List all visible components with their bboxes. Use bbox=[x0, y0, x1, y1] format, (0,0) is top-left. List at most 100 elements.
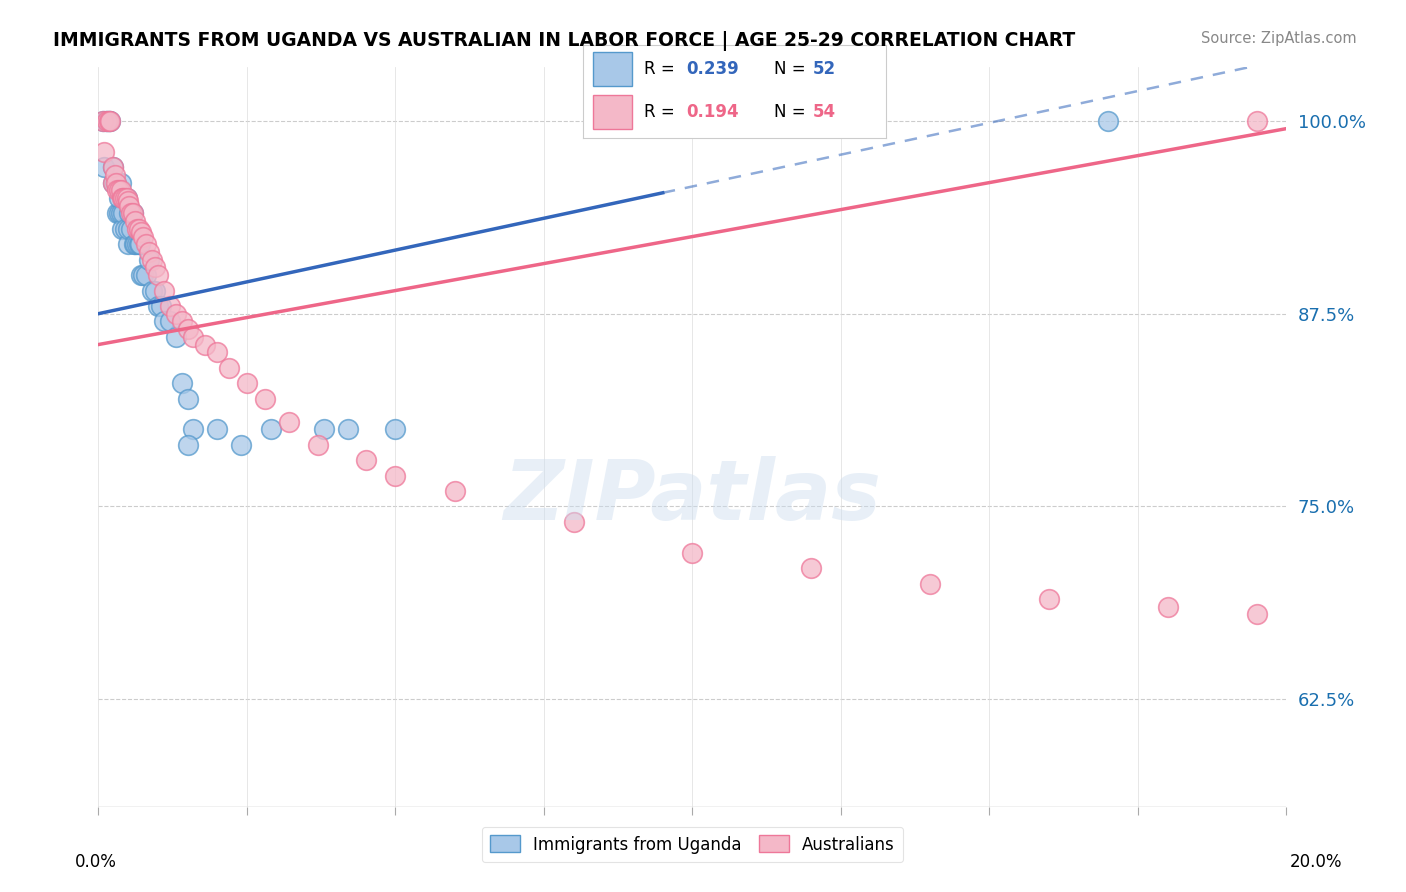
Point bbox=[138, 244, 160, 259]
Text: R =: R = bbox=[644, 103, 681, 121]
Point bbox=[93, 145, 115, 159]
Point bbox=[110, 183, 132, 197]
Point bbox=[314, 422, 336, 436]
Point bbox=[183, 422, 205, 436]
Point bbox=[260, 422, 283, 436]
Point bbox=[105, 176, 128, 190]
Point bbox=[107, 206, 129, 220]
Point bbox=[125, 237, 148, 252]
Point bbox=[205, 422, 228, 436]
Point bbox=[384, 422, 406, 436]
Point bbox=[1038, 592, 1060, 607]
Point bbox=[141, 284, 163, 298]
Point bbox=[562, 515, 585, 529]
Point bbox=[103, 160, 125, 174]
Point bbox=[110, 176, 132, 190]
Point bbox=[129, 225, 152, 239]
Text: IMMIGRANTS FROM UGANDA VS AUSTRALIAN IN LABOR FORCE | AGE 25-29 CORRELATION CHAR: IMMIGRANTS FROM UGANDA VS AUSTRALIAN IN … bbox=[53, 31, 1076, 51]
Point bbox=[176, 392, 198, 406]
Point bbox=[103, 176, 125, 190]
Text: 54: 54 bbox=[813, 103, 837, 121]
Text: 20.0%: 20.0% bbox=[1289, 853, 1343, 871]
Point bbox=[98, 114, 121, 128]
Point bbox=[681, 546, 703, 560]
Point bbox=[159, 314, 181, 328]
Point bbox=[98, 114, 121, 128]
Point bbox=[112, 206, 135, 220]
Point bbox=[118, 206, 141, 220]
Point bbox=[1246, 607, 1268, 622]
Point bbox=[141, 252, 163, 267]
Point bbox=[96, 114, 118, 128]
Point bbox=[277, 415, 299, 429]
Point bbox=[165, 307, 187, 321]
Point bbox=[114, 222, 136, 236]
Text: Source: ZipAtlas.com: Source: ZipAtlas.com bbox=[1201, 31, 1357, 46]
Point bbox=[236, 376, 259, 390]
Point bbox=[129, 237, 152, 252]
Point bbox=[229, 438, 252, 452]
Point bbox=[117, 237, 139, 252]
Point bbox=[135, 237, 157, 252]
Point bbox=[108, 183, 131, 197]
Point bbox=[443, 484, 465, 499]
Point bbox=[159, 299, 181, 313]
Point bbox=[103, 176, 125, 190]
Point bbox=[120, 222, 142, 236]
Text: 0.0%: 0.0% bbox=[75, 853, 117, 871]
Point bbox=[117, 194, 139, 208]
Point bbox=[114, 191, 136, 205]
Point bbox=[104, 176, 127, 190]
Point bbox=[218, 360, 240, 375]
Point bbox=[91, 114, 114, 128]
Point bbox=[336, 422, 359, 436]
Point bbox=[138, 252, 160, 267]
Legend: Immigrants from Uganda, Australians: Immigrants from Uganda, Australians bbox=[482, 827, 903, 862]
Text: 0.239: 0.239 bbox=[686, 60, 740, 78]
Point bbox=[152, 284, 174, 298]
Point bbox=[920, 576, 942, 591]
Point bbox=[135, 268, 157, 282]
Point bbox=[104, 168, 127, 182]
Point bbox=[93, 160, 115, 174]
Point bbox=[176, 322, 198, 336]
Text: 0.194: 0.194 bbox=[686, 103, 740, 121]
FancyBboxPatch shape bbox=[592, 95, 631, 129]
Point bbox=[111, 191, 134, 205]
Point bbox=[129, 268, 152, 282]
Point bbox=[146, 299, 169, 313]
Point bbox=[307, 438, 329, 452]
Point bbox=[384, 468, 406, 483]
Point bbox=[91, 114, 114, 128]
Point bbox=[98, 114, 121, 128]
Point bbox=[1156, 599, 1178, 614]
Point bbox=[143, 284, 166, 298]
Point bbox=[132, 229, 155, 244]
Point bbox=[205, 345, 228, 359]
Point bbox=[128, 237, 150, 252]
Point bbox=[111, 222, 134, 236]
Point bbox=[108, 191, 131, 205]
Point bbox=[146, 268, 169, 282]
Point bbox=[103, 160, 125, 174]
Text: N =: N = bbox=[773, 103, 811, 121]
Point bbox=[128, 222, 150, 236]
Point bbox=[110, 206, 132, 220]
Point bbox=[122, 206, 145, 220]
Point bbox=[107, 183, 129, 197]
Point bbox=[194, 337, 217, 351]
Point bbox=[132, 268, 155, 282]
Point bbox=[115, 191, 138, 205]
Point bbox=[112, 191, 135, 205]
Point bbox=[115, 191, 138, 205]
Point bbox=[125, 222, 148, 236]
Point bbox=[117, 222, 139, 236]
Text: N =: N = bbox=[773, 60, 811, 78]
Point bbox=[94, 114, 117, 128]
Point bbox=[183, 330, 205, 344]
Point bbox=[253, 392, 276, 406]
Point bbox=[122, 206, 145, 220]
Text: 52: 52 bbox=[813, 60, 837, 78]
Point bbox=[1246, 114, 1268, 128]
Point bbox=[98, 114, 121, 128]
